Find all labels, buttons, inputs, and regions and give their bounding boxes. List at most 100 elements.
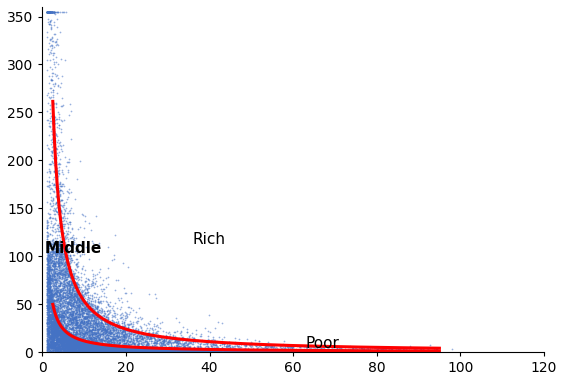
Point bbox=[49, 316, 58, 322]
Point bbox=[433, 348, 442, 354]
Point bbox=[158, 346, 168, 353]
Point bbox=[280, 348, 289, 354]
Point bbox=[99, 349, 108, 355]
Point bbox=[129, 348, 138, 354]
Point bbox=[301, 348, 310, 354]
Point bbox=[58, 343, 67, 350]
Point bbox=[95, 347, 104, 353]
Point bbox=[71, 347, 80, 353]
Point bbox=[43, 298, 52, 304]
Point bbox=[68, 314, 77, 320]
Point bbox=[100, 293, 109, 299]
Point bbox=[360, 348, 369, 354]
Point bbox=[117, 348, 126, 354]
Point bbox=[204, 346, 213, 353]
Point bbox=[109, 346, 118, 353]
Point bbox=[85, 322, 94, 329]
Point bbox=[72, 316, 81, 322]
Point bbox=[134, 345, 143, 351]
Point bbox=[49, 89, 58, 95]
Point bbox=[78, 306, 87, 312]
Point bbox=[60, 308, 69, 314]
Point bbox=[52, 297, 61, 303]
Point bbox=[113, 277, 122, 283]
Point bbox=[90, 349, 99, 355]
Point bbox=[84, 346, 93, 352]
Point bbox=[69, 293, 78, 299]
Point bbox=[130, 347, 139, 353]
Point bbox=[95, 342, 104, 348]
Point bbox=[83, 342, 92, 348]
Point bbox=[99, 316, 108, 322]
Point bbox=[155, 336, 164, 342]
Point bbox=[195, 347, 204, 353]
Point bbox=[98, 346, 107, 353]
Point bbox=[44, 270, 53, 277]
Point bbox=[60, 117, 69, 123]
Point bbox=[142, 339, 151, 345]
Point bbox=[49, 307, 58, 313]
Point bbox=[99, 340, 108, 346]
Point bbox=[62, 334, 71, 340]
Point bbox=[66, 259, 75, 265]
Point bbox=[289, 348, 298, 354]
Point bbox=[68, 337, 77, 343]
Point bbox=[48, 319, 57, 325]
Point bbox=[56, 315, 65, 321]
Point bbox=[65, 263, 74, 269]
Point bbox=[190, 335, 199, 342]
Point bbox=[47, 331, 56, 337]
Point bbox=[126, 345, 135, 351]
Point bbox=[74, 343, 83, 349]
Point bbox=[53, 331, 62, 337]
Point bbox=[83, 311, 92, 317]
Point bbox=[68, 337, 77, 343]
Point bbox=[88, 346, 97, 352]
Point bbox=[264, 348, 273, 354]
Point bbox=[315, 346, 324, 352]
Point bbox=[51, 337, 60, 343]
Point bbox=[66, 295, 75, 301]
Point bbox=[92, 345, 101, 351]
Point bbox=[100, 334, 109, 340]
Point bbox=[45, 314, 54, 320]
Point bbox=[43, 305, 52, 311]
Point bbox=[257, 347, 266, 353]
Point bbox=[241, 348, 250, 354]
Point bbox=[55, 299, 64, 306]
Point bbox=[229, 347, 238, 353]
Point bbox=[99, 343, 108, 350]
Point bbox=[64, 261, 73, 267]
Point bbox=[111, 343, 120, 350]
Point bbox=[43, 306, 52, 312]
Point bbox=[117, 344, 126, 350]
Point bbox=[63, 348, 72, 354]
Point bbox=[85, 348, 94, 354]
Point bbox=[42, 303, 51, 309]
Point bbox=[118, 345, 127, 351]
Point bbox=[132, 345, 141, 351]
Point bbox=[140, 349, 149, 355]
Point bbox=[129, 332, 138, 338]
Point bbox=[85, 345, 94, 351]
Point bbox=[300, 348, 309, 354]
Point bbox=[73, 335, 82, 341]
Point bbox=[43, 301, 52, 308]
Point bbox=[248, 348, 257, 354]
Point bbox=[294, 347, 303, 353]
Point bbox=[44, 90, 53, 96]
Point bbox=[262, 348, 271, 354]
Point bbox=[341, 348, 350, 354]
Point bbox=[50, 298, 59, 304]
Point bbox=[78, 340, 87, 346]
Point bbox=[56, 322, 65, 328]
Point bbox=[73, 317, 82, 323]
Point bbox=[74, 327, 83, 333]
Point bbox=[160, 349, 169, 355]
Point bbox=[265, 348, 274, 354]
Point bbox=[73, 293, 82, 299]
Point bbox=[54, 332, 63, 338]
Point bbox=[109, 337, 118, 343]
Point bbox=[171, 343, 180, 349]
Point bbox=[336, 348, 345, 354]
